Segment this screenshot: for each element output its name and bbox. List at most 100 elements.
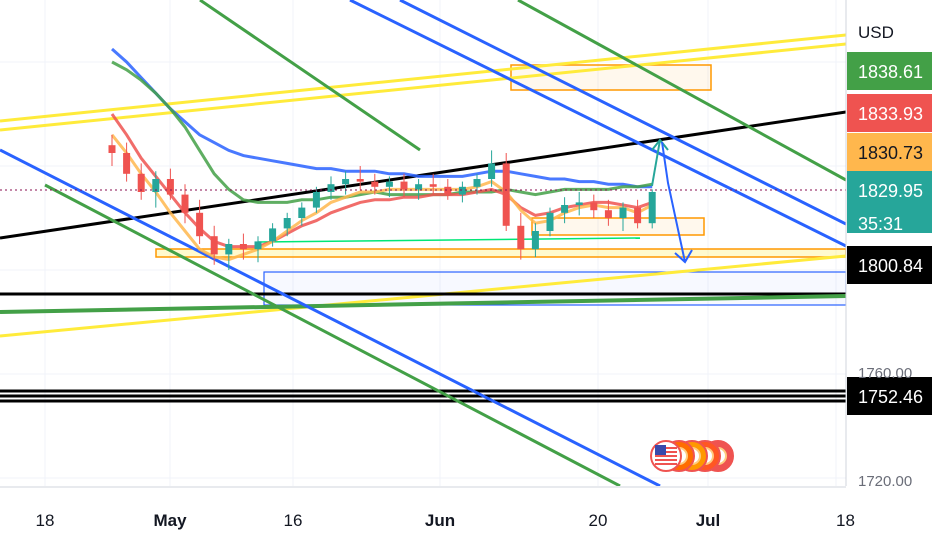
candle-body — [239, 244, 247, 250]
candle[interactable] — [327, 176, 335, 200]
candle[interactable] — [385, 176, 393, 198]
support-zone-box[interactable] — [531, 217, 705, 236]
candle-body — [181, 194, 189, 213]
economic-events-group[interactable] — [650, 440, 734, 472]
candle[interactable] — [371, 173, 379, 195]
x-tick-label: 20 — [589, 511, 608, 530]
blue-channel-lower[interactable] — [0, 148, 661, 486]
candle-body — [342, 179, 350, 185]
projection-arrow-down[interactable] — [661, 141, 686, 263]
candle[interactable] — [575, 192, 583, 216]
candle[interactable] — [312, 186, 320, 213]
y-tick-label: 1720.00 — [858, 473, 912, 490]
candle-body — [634, 207, 642, 224]
price-tags-group: 1838.61 1833.93 1830.73 1829.95 35:31 1800.84… — [847, 52, 932, 415]
price-tag-value: 1752.46 — [858, 387, 923, 407]
candle-body — [152, 179, 160, 192]
candle[interactable] — [619, 202, 627, 231]
demand-zone-box[interactable] — [155, 248, 846, 258]
green-channel-mid[interactable] — [199, 0, 421, 152]
ma-line-ma-200[interactable] — [111, 47, 653, 189]
candle-body — [356, 179, 364, 182]
candle[interactable] — [444, 179, 452, 200]
candle-body — [327, 184, 335, 192]
candle[interactable] — [254, 236, 262, 263]
candle[interactable] — [517, 212, 525, 260]
candle[interactable] — [298, 202, 306, 226]
candle[interactable] — [196, 199, 204, 244]
green-channel-upper[interactable] — [517, 0, 846, 182]
green-support-line[interactable] — [0, 294, 846, 314]
candle-body — [225, 244, 233, 255]
price-tag-last-price[interactable]: 1829.95 35:31 — [847, 171, 932, 234]
projection-arrow-up[interactable] — [651, 139, 661, 187]
candle[interactable] — [137, 163, 145, 200]
candle[interactable] — [429, 173, 437, 195]
price-tag-sma-green[interactable]: 1838.61 — [847, 52, 932, 90]
green-channel-lower[interactable] — [44, 183, 621, 486]
candle[interactable] — [400, 173, 408, 198]
price-tag-ema-orange[interactable]: 1830.73 — [847, 133, 932, 171]
candle[interactable] — [210, 225, 218, 265]
price-tag-value: 1833.93 — [858, 104, 923, 124]
candle[interactable] — [123, 142, 131, 182]
candle[interactable] — [283, 212, 291, 237]
candle[interactable] — [488, 150, 496, 187]
x-tick-label: 18 — [36, 511, 55, 530]
time-scale[interactable] — [0, 487, 932, 550]
candle-body — [283, 218, 291, 229]
candle-body — [458, 186, 466, 195]
yellow-trendline-lower[interactable] — [0, 42, 846, 132]
y-tick-label: 1760.00 — [858, 365, 912, 382]
range-box[interactable] — [263, 271, 846, 306]
candle[interactable] — [473, 173, 481, 195]
plot-area[interactable] — [0, 0, 846, 486]
green-thin-line[interactable] — [257, 237, 641, 243]
ma-line-ema-20[interactable] — [110, 133, 653, 262]
candle[interactable] — [181, 184, 189, 224]
ma-line-ma-100[interactable] — [111, 60, 653, 204]
blue-channel-upper[interactable] — [349, 0, 846, 248]
yellow-trendline-upper[interactable] — [0, 33, 846, 123]
candle[interactable] — [502, 153, 510, 231]
candle[interactable] — [239, 233, 247, 260]
candle[interactable] — [648, 189, 656, 229]
candle[interactable] — [166, 168, 174, 200]
candle-body — [473, 179, 481, 187]
price-tag-level-1752[interactable]: 1752.46 — [847, 377, 932, 415]
candle[interactable] — [415, 179, 423, 200]
candle[interactable] — [108, 134, 116, 166]
candle-body — [575, 202, 583, 205]
candle-body — [210, 236, 218, 255]
arrowhead-up-icon — [651, 138, 669, 151]
candle-body — [254, 241, 262, 250]
x-tick-label: 16 — [284, 511, 303, 530]
candle[interactable] — [356, 166, 364, 190]
candle-body — [123, 153, 131, 174]
candle[interactable] — [546, 207, 554, 237]
price-tag-countdown: 35:31 — [858, 214, 903, 234]
candle[interactable] — [590, 194, 598, 218]
candle[interactable] — [531, 223, 539, 257]
candle[interactable] — [561, 197, 569, 224]
candle[interactable] — [152, 171, 160, 208]
candle[interactable] — [342, 171, 350, 195]
blue-channel-upper-b[interactable] — [399, 0, 846, 226]
price-tag-level-1800[interactable]: 1800.84 — [847, 246, 932, 284]
candle[interactable] — [458, 181, 466, 203]
x-tick-label: 18 — [836, 511, 855, 530]
candle[interactable] — [604, 199, 612, 226]
candle-body — [312, 192, 320, 208]
price-tag-ema-red[interactable]: 1833.93 — [847, 94, 932, 132]
candle[interactable] — [269, 223, 277, 247]
us-flag-event-icon[interactable] — [650, 440, 682, 472]
candle-body — [488, 163, 496, 179]
candle[interactable] — [225, 238, 233, 270]
candle-body — [531, 231, 539, 250]
yellow-rising-support-line[interactable] — [0, 254, 846, 338]
candles-layer — [108, 134, 656, 270]
candle-body — [137, 173, 145, 192]
candle[interactable] — [634, 199, 642, 229]
